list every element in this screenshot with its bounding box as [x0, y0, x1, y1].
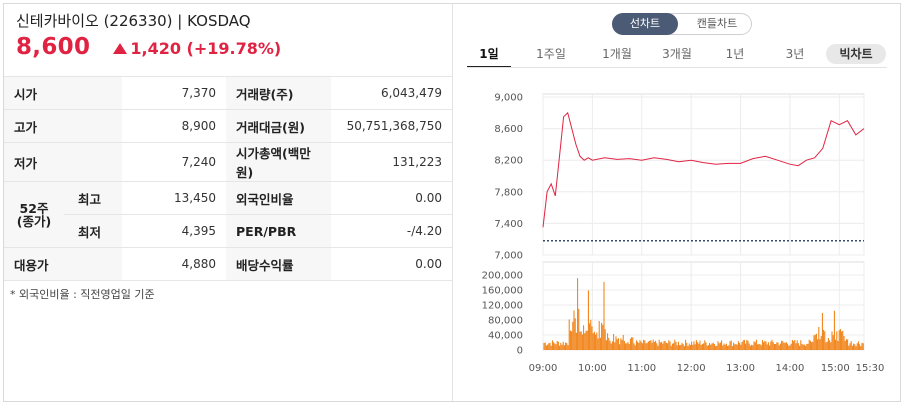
price-tick-label: 8,600 — [494, 124, 523, 135]
stat-value: 4,395 — [122, 214, 227, 248]
stat-label: 대용가 — [4, 247, 123, 281]
stock-title: 신테카바이오 (226330) | KOSDAQ — [16, 12, 251, 30]
table-row: 시가 7,370 거래량(주) 6,043,479 — [4, 76, 453, 110]
volume-tick-label: 160,000 — [482, 286, 523, 297]
table-row: 최저 4,395 PER/PBR -/4.20 — [4, 214, 453, 248]
price-change: 1,420 (+19.78%) — [113, 39, 281, 58]
price-tick-label: 9,000 — [494, 93, 523, 104]
stat-label: 시가총액(백만원) — [226, 142, 332, 182]
price-row: 8,600 1,420 (+19.78%) — [16, 34, 281, 60]
stat-value: 4,880 — [122, 247, 227, 281]
volume-tick-label: 0 — [517, 346, 523, 357]
candle-chart-button[interactable]: 캔들차트 — [696, 17, 738, 30]
time-tick-label: 15:00 — [821, 363, 850, 374]
tabs-underline — [467, 67, 887, 68]
price-tick-label: 7,400 — [494, 219, 523, 230]
price-tick-label: 7,000 — [494, 251, 523, 262]
tab-3month[interactable]: 3개월 — [662, 47, 692, 61]
stat-value: 6,043,479 — [331, 76, 453, 110]
time-tick-label: 09:00 — [529, 363, 558, 374]
price-series-line — [542, 111, 865, 228]
stat-value: 7,240 — [122, 142, 227, 182]
big-chart-button[interactable]: 빅차트 — [826, 44, 886, 64]
52week-group-label: 52주 (종가) — [4, 181, 64, 248]
group-label-line1: 52주 — [19, 200, 49, 216]
time-tick-label: 14:00 — [776, 363, 805, 374]
table-row: 대용가 4,880 배당수익률 0.00 — [4, 247, 453, 281]
stock-stats-table: 시가 7,370 거래량(주) 6,043,479 고가 8,900 거래대금(… — [4, 76, 453, 281]
stat-value: 8,900 — [122, 109, 227, 143]
intraday-chart: 9,000 8,600 8,200 7,800 7,400 7,000 200,000 16… — [482, 93, 885, 375]
tab-1month[interactable]: 1개월 — [602, 47, 632, 61]
time-tick-label: 11:00 — [627, 363, 656, 374]
stat-label: 저가 — [4, 142, 123, 182]
volume-tick-label: 80,000 — [488, 316, 523, 327]
stock-summary-panel: 신테카바이오 (226330) | KOSDAQ 8,600 1,420 (+1… — [4, 4, 453, 401]
up-triangle-icon — [113, 43, 128, 54]
price-tick-label: 7,800 — [494, 187, 523, 198]
current-price: 8,600 — [16, 34, 91, 60]
time-tick-label: 13:00 — [726, 363, 755, 374]
stat-value: 50,751,368,750 — [331, 109, 453, 143]
stat-label: 외국인비율 — [226, 181, 332, 215]
tab-1day[interactable]: 1일 — [467, 44, 511, 68]
tab-1year[interactable]: 1년 — [725, 47, 745, 61]
volume-tick-label: 200,000 — [482, 271, 523, 282]
chart-type-toggle: 선차트 캔들차트 — [612, 13, 752, 35]
stat-value: 0.00 — [331, 181, 453, 215]
change-percent: (+19.78%) — [186, 39, 282, 58]
stat-label: 거래대금(원) — [226, 109, 332, 143]
change-amount: 1,420 — [130, 39, 181, 58]
stat-label: 최저 — [64, 214, 123, 248]
stat-label: 고가 — [4, 109, 123, 143]
period-tabs: 1일 1주일 1개월 3개월 1년 3년 빅차트 — [467, 44, 887, 68]
stat-label: 배당수익률 — [226, 247, 332, 281]
footnote: * 외국인비율 : 직전영업일 기준 — [10, 288, 155, 301]
price-tick-label: 8,200 — [494, 156, 523, 167]
tab-1week[interactable]: 1주일 — [536, 47, 566, 61]
line-chart-button[interactable]: 선차트 — [612, 13, 678, 35]
stat-value: 13,450 — [122, 181, 227, 215]
table-row: 저가 7,240 시가총액(백만원) 131,223 — [4, 142, 453, 182]
stat-value: 7,370 — [122, 76, 227, 110]
stat-label: 시가 — [4, 76, 123, 110]
table-row: 고가 8,900 거래대금(원) 50,751,368,750 — [4, 109, 453, 143]
stat-label: 거래량(주) — [226, 76, 332, 110]
table-row: 52주 (종가) 최고 13,450 외국인비율 0.00 — [4, 181, 453, 248]
price-chart: 9,000 8,600 8,200 7,800 7,400 7,000 — [494, 93, 865, 262]
time-axis: 09:00 10:00 11:00 12:00 13:00 14:00 15:00 15:30 — [529, 363, 885, 374]
price-plot-area — [542, 93, 865, 256]
stock-widget: 신테카바이오 (226330) | KOSDAQ 8,600 1,420 (+1… — [3, 3, 901, 402]
tab-3year[interactable]: 3년 — [785, 47, 805, 61]
stat-value: 0.00 — [331, 247, 453, 281]
volume-tick-label: 40,000 — [488, 331, 523, 342]
stat-label: PER/PBR — [226, 214, 332, 248]
volume-tick-label: 120,000 — [482, 301, 523, 312]
panel-divider — [452, 4, 453, 401]
volume-bars — [543, 278, 864, 350]
stat-value: -/4.20 — [331, 214, 453, 248]
time-tick-label: 15:30 — [856, 363, 885, 374]
stat-value: 131,223 — [331, 142, 453, 182]
time-tick-label: 10:00 — [578, 363, 607, 374]
time-tick-label: 12:00 — [677, 363, 706, 374]
volume-chart: 200,000 160,000 120,000 80,000 40,000 0 — [482, 261, 865, 357]
group-label-line2: (종가) — [16, 213, 52, 229]
stat-label: 최고 — [64, 181, 123, 215]
